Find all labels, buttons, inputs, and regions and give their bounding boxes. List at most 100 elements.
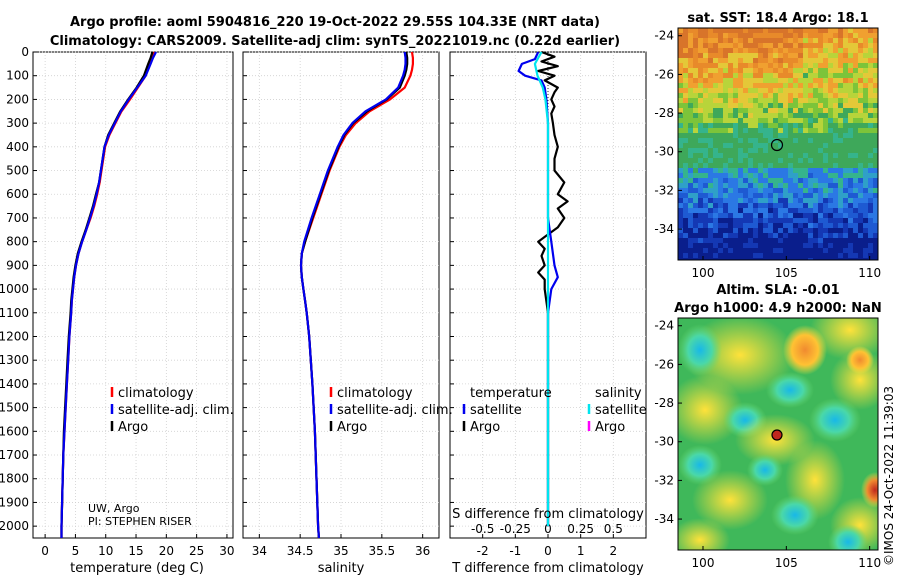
- x-tick-label: -2: [477, 544, 489, 558]
- x-tick-label: 25: [189, 544, 204, 558]
- x-tick-label: 34: [252, 544, 267, 558]
- credit-line-2: PI: STEPHEN RISER: [88, 515, 192, 528]
- depth-tick-label: 1800: [0, 472, 29, 486]
- salinity-legend: climatology satellite-adj. clim. Argo: [329, 386, 453, 435]
- map-lat-tick: -24: [654, 29, 674, 43]
- x-top-tick-label: -0.25: [500, 522, 531, 536]
- sla-argo-location: [771, 429, 783, 441]
- x-tick-label: 0: [41, 544, 49, 558]
- x-tick-label: 5: [72, 544, 80, 558]
- sla-map: 100 105 110 -24 -26 -28 -30 -32 -34: [654, 317, 881, 570]
- x-top-tick-label: 0.5: [604, 522, 623, 536]
- salinity-xlabel: salinity: [318, 561, 365, 576]
- x-tick-label: -1: [509, 544, 521, 558]
- map-lon-tick: 110: [858, 556, 881, 570]
- depth-tick-label: 1500: [0, 401, 29, 415]
- map-lat-tick: -28: [654, 396, 674, 410]
- x-top-tick-label: 0.25: [567, 522, 594, 536]
- difference-legend: temperature salinity satellite Argo sate…: [462, 386, 647, 435]
- depth-tick-label: 900: [6, 258, 29, 272]
- depth-tick-label: 1400: [0, 377, 29, 391]
- x-tick-label: 36: [415, 544, 430, 558]
- difference-xlabel: T difference from climatology: [451, 561, 644, 576]
- map-lon-tick: 105: [775, 556, 798, 570]
- depth-tick-label: 1300: [0, 353, 29, 367]
- x-tick-label: 10: [98, 544, 113, 558]
- depth-tick-label: 700: [6, 211, 29, 225]
- map-lat-tick: -34: [654, 512, 674, 526]
- difference-legend-temperature-title: temperature: [470, 386, 552, 401]
- difference-legend-t-argo: Argo: [470, 420, 500, 435]
- depth-tick-label: 2000: [0, 519, 29, 533]
- salinity-legend-satellite: satellite-adj. clim.: [337, 403, 453, 418]
- map-lon-tick: 100: [692, 556, 715, 570]
- sla-map-title-1: Altim. SLA: -0.01: [716, 283, 839, 298]
- title-line-2: Climatology: CARS2009. Satellite-adj cli…: [50, 34, 620, 49]
- difference-legend-t-satellite: satellite: [470, 403, 522, 418]
- map-lat-tick: -28: [654, 106, 674, 120]
- x-tick-label: 1: [577, 544, 585, 558]
- temperature-xlabel: temperature (deg C): [70, 561, 204, 576]
- x-top-tick-label: -0.5: [471, 522, 494, 536]
- temperature-legend-satellite: satellite-adj. clim.: [118, 403, 234, 418]
- depth-tick-label: 1100: [0, 306, 29, 320]
- depth-tick-label: 1600: [0, 424, 29, 438]
- temperature-panel: 0100200300400500600700800900100011001200…: [0, 45, 235, 558]
- map-lat-tick: -32: [654, 183, 674, 197]
- x-tick-label: 2: [610, 544, 618, 558]
- depth-tick-label: 800: [6, 235, 29, 249]
- title-line-1: Argo profile: aoml 5904816_220 19-Oct-20…: [70, 15, 600, 30]
- depth-tick-label: 0: [21, 45, 29, 59]
- depth-tick-label: 300: [6, 116, 29, 130]
- x-tick-label: 0: [544, 544, 552, 558]
- salinity-satellite-line: [299, 51, 407, 539]
- map-lat-tick: -26: [654, 67, 674, 81]
- map-lat-tick: -26: [654, 357, 674, 371]
- sst-argo-location: [770, 138, 784, 152]
- difference-legend-s-satellite: satellite: [595, 403, 647, 418]
- x-tick-label: 34.5: [287, 544, 314, 558]
- difference-t-argo-line: [537, 50, 569, 527]
- depth-tick-label: 500: [6, 164, 29, 178]
- difference-xlabel-top: S difference from climatology: [452, 507, 644, 522]
- sla-map-title-2: Argo h1000: 4.9 h2000: NaN: [674, 301, 882, 316]
- temperature-legend: climatology satellite-adj. clim. Argo: [110, 386, 234, 435]
- x-tick-label: 35: [333, 544, 348, 558]
- credit-line-1: UW, Argo: [88, 502, 140, 515]
- x-tick-label: 30: [219, 544, 234, 558]
- x-top-tick-label: 0: [544, 522, 552, 536]
- map-lat-tick: -30: [654, 145, 674, 159]
- sst-map: 100 105 110 -24 -26 -28 -30 -32 -34: [654, 27, 881, 280]
- x-tick-label: 35.5: [368, 544, 395, 558]
- temperature-satellite-line: [60, 51, 157, 538]
- temperature-legend-climatology: climatology: [118, 386, 194, 401]
- sst-field: [678, 28, 878, 260]
- map-lat-tick: -24: [654, 319, 674, 333]
- salinity-panel: 34 34.5 35 35.5 36: [242, 51, 440, 558]
- x-tick-label: 15: [128, 544, 143, 558]
- sla-field: [678, 318, 878, 550]
- plot-area: [32, 51, 234, 539]
- difference-s-satellite-line: [533, 51, 550, 527]
- x-tick-label: 20: [159, 544, 174, 558]
- temperature-legend-argo: Argo: [118, 420, 148, 435]
- depth-tick-label: 1000: [0, 282, 29, 296]
- timestamp: ©IMOS 24-Oct-2022 11:39:03: [882, 386, 896, 566]
- map-lat-tick: -34: [654, 222, 674, 236]
- map-lon-tick: 100: [692, 266, 715, 280]
- depth-tick-label: 1700: [0, 448, 29, 462]
- map-lon-tick: 110: [858, 266, 881, 280]
- sst-map-title: sat. SST: 18.4 Argo: 18.1: [687, 11, 868, 26]
- salinity-legend-climatology: climatology: [337, 386, 413, 401]
- depth-tick-label: 1900: [0, 495, 29, 509]
- depth-tick-label: 1200: [0, 329, 29, 343]
- difference-legend-salinity-title: salinity: [595, 386, 642, 401]
- difference-legend-s-argo: Argo: [595, 420, 625, 435]
- depth-tick-label: 600: [6, 187, 29, 201]
- depth-tick-label: 200: [6, 92, 29, 106]
- depth-tick-label: 400: [6, 140, 29, 154]
- difference-panel: -2 -1 0 1 2 -0.5 -0.25 0 0.25 0.5: [449, 50, 647, 558]
- map-lat-tick: -32: [654, 473, 674, 487]
- map-lat-tick: -30: [654, 435, 674, 449]
- map-lon-tick: 105: [775, 266, 798, 280]
